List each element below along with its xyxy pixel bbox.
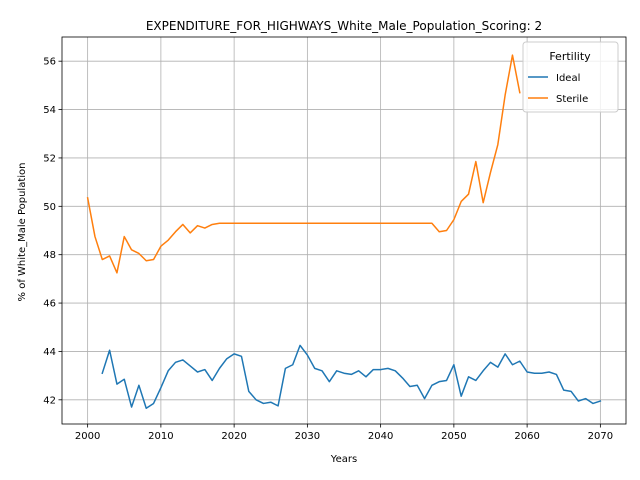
- legend-label-sterile: Sterile: [556, 94, 588, 105]
- y-tick-label: 56: [43, 57, 56, 68]
- chart-title: EXPENDITURE_FOR_HIGHWAYS_White_Male_Popu…: [146, 19, 542, 33]
- y-tick-label: 48: [43, 250, 56, 261]
- y-tick-label: 44: [43, 347, 56, 358]
- x-tick-label: 2070: [588, 431, 613, 442]
- x-tick-label: 2000: [75, 431, 100, 442]
- x-axis-label: Years: [330, 454, 357, 465]
- legend: Fertility Ideal Sterile: [522, 41, 619, 113]
- y-tick-label: 50: [43, 202, 56, 213]
- x-tick-label: 2020: [221, 431, 246, 442]
- y-axis-label: % of White_Male Population: [17, 163, 28, 302]
- y-tick-label: 54: [43, 105, 56, 116]
- y-tick-label: 42: [43, 395, 56, 406]
- x-tick-label: 2010: [148, 431, 173, 442]
- series-layer: [86, 54, 602, 410]
- plot-frame: [61, 36, 627, 425]
- x-tick-label: 2050: [441, 431, 466, 442]
- y-tick-label: 52: [43, 153, 56, 164]
- x-tick-label: 2040: [368, 431, 393, 442]
- series-line-sterile: [86, 54, 521, 274]
- x-tick-label: 2030: [295, 431, 320, 442]
- legend-label-ideal: Ideal: [556, 73, 580, 84]
- legend-box: [522, 41, 619, 113]
- y-axis-ticks: 42 44 46 48 50 52 54 56: [43, 57, 62, 406]
- y-tick-label: 46: [43, 299, 56, 310]
- series-line-ideal: [101, 344, 602, 410]
- x-axis-ticks: 2000 2010 2020 2030 2040 2050 2060 2070: [75, 424, 613, 442]
- x-tick-label: 2060: [514, 431, 539, 442]
- legend-title: Fertility: [549, 50, 591, 63]
